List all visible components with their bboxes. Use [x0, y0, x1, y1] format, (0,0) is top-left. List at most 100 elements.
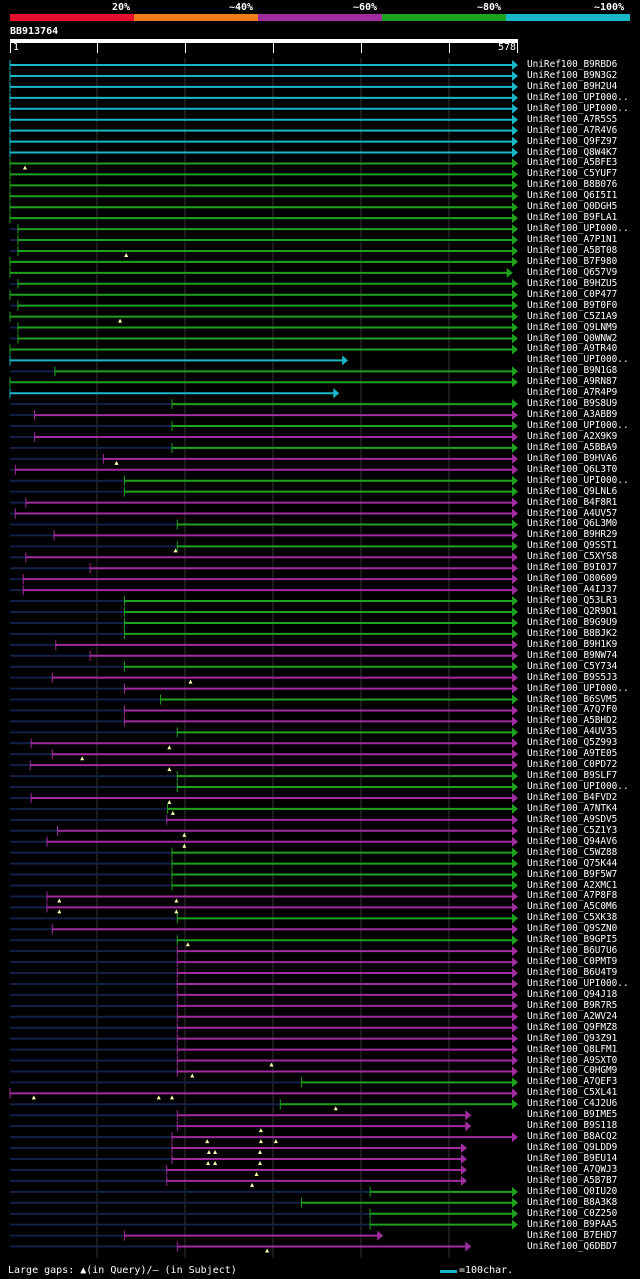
hit-row[interactable]	[9, 169, 518, 180]
hit-row[interactable]	[9, 256, 518, 267]
hit-label[interactable]: UniRef100_Q94J18	[527, 988, 618, 1000]
hit-row[interactable]	[10, 464, 518, 475]
hit-label[interactable]: UniRef100_A7NTK4	[527, 802, 618, 814]
hit-row[interactable]	[9, 158, 518, 170]
hit-label[interactable]: UniRef100_A9SDV5	[527, 813, 618, 825]
hit-label[interactable]: UniRef100_O80609	[527, 573, 618, 585]
hit-label[interactable]: UniRef100_B4FVD2	[527, 791, 618, 803]
hit-label[interactable]: UniRef100_A2X9K9	[527, 430, 618, 442]
hit-label[interactable]: UniRef100_B9I0J7	[527, 562, 618, 574]
hit-label[interactable]: UniRef100_UPI000..	[527, 682, 629, 694]
hit-label[interactable]: UniRef100_B9N1G8	[527, 365, 618, 377]
hit-label[interactable]: UniRef100_B9IME5	[527, 1109, 618, 1121]
hit-row[interactable]	[10, 486, 518, 497]
hit-row[interactable]	[10, 803, 518, 815]
hit-label[interactable]: UniRef100_B9FLA1	[527, 212, 618, 224]
hit-row[interactable]	[10, 683, 518, 694]
hit-row[interactable]	[10, 1011, 518, 1022]
hit-label[interactable]: UniRef100_A9TE05	[527, 748, 618, 760]
hit-label[interactable]: UniRef100_B4F8R1	[527, 496, 618, 508]
hit-row[interactable]	[9, 213, 518, 224]
hit-label[interactable]: UniRef100_Q8LFM1	[527, 1043, 618, 1055]
hit-row[interactable]	[10, 639, 518, 650]
hit-label[interactable]: UniRef100_Q2R9D1	[527, 606, 618, 617]
hit-label[interactable]: UniRef100_B8B076	[527, 179, 618, 191]
hit-row[interactable]	[10, 1000, 518, 1011]
hit-row[interactable]	[10, 957, 518, 968]
hit-row[interactable]	[9, 289, 518, 300]
hit-row[interactable]	[10, 235, 518, 246]
hit-row[interactable]	[10, 366, 518, 377]
hit-label[interactable]: UniRef100_B6SVM5	[527, 693, 618, 705]
hit-row[interactable]	[10, 924, 518, 935]
hit-row[interactable]	[10, 245, 518, 257]
hit-label[interactable]: UniRef100_Q94AV6	[527, 835, 618, 847]
hit-row[interactable]	[9, 388, 340, 399]
hit-label[interactable]: UniRef100_A7Q7F0	[527, 704, 618, 716]
hit-row[interactable]	[10, 705, 518, 716]
hit-row[interactable]	[9, 81, 518, 92]
hit-label[interactable]: UniRef100_A5BBA9	[527, 441, 618, 453]
hit-row[interactable]	[9, 114, 518, 125]
hit-label[interactable]: UniRef100_A9SXT0	[527, 1054, 618, 1066]
hit-label[interactable]: UniRef100_A3ABB9	[527, 409, 618, 421]
hit-row[interactable]	[10, 836, 518, 848]
hit-label[interactable]: UniRef100_Q9SZN0	[527, 923, 618, 935]
hit-label[interactable]: UniRef100_Q9LNL6	[527, 485, 618, 497]
hit-label[interactable]: UniRef100_Q0IU20	[527, 1185, 618, 1197]
hit-row[interactable]	[10, 1099, 518, 1111]
hit-row[interactable]	[9, 377, 518, 388]
hit-label[interactable]: UniRef100_A5BFE3	[527, 157, 618, 169]
hit-label[interactable]: UniRef100_A4UV35	[527, 726, 618, 738]
hit-row[interactable]	[10, 617, 518, 628]
hit-row[interactable]	[10, 628, 518, 639]
hit-row[interactable]	[9, 1088, 518, 1100]
hit-label[interactable]: UniRef100_B9S8U9	[527, 398, 618, 410]
hit-row[interactable]	[10, 716, 518, 727]
hit-row[interactable]	[10, 1110, 472, 1121]
hit-label[interactable]: UniRef100_A7R4P9	[527, 387, 618, 399]
hit-label[interactable]: UniRef100_Q53LR3	[527, 595, 618, 607]
hit-row[interactable]	[10, 902, 518, 914]
hit-label[interactable]: UniRef100_B9H2U4	[527, 80, 618, 92]
hit-label[interactable]: UniRef100_Q0DGH5	[527, 201, 618, 213]
hit-label[interactable]: UniRef100_Q8W4K7	[527, 146, 618, 158]
hit-row[interactable]	[10, 694, 518, 705]
hit-row[interactable]	[10, 563, 518, 574]
hit-row[interactable]	[10, 782, 518, 793]
hit-row[interactable]	[10, 858, 518, 869]
hit-label[interactable]: UniRef100_Q9FMZ8	[527, 1021, 618, 1033]
hit-label[interactable]: UniRef100_B9RBD6	[527, 59, 618, 70]
hit-row[interactable]	[9, 136, 518, 147]
hit-label[interactable]: UniRef100_C5Z1A9	[527, 310, 618, 322]
hit-label[interactable]: UniRef100_A7P1N1	[527, 234, 618, 246]
hit-row[interactable]	[10, 814, 518, 825]
hit-label[interactable]: UniRef100_C5XYS8	[527, 551, 618, 563]
hit-label[interactable]: UniRef100_B9HZU5	[527, 277, 618, 289]
hit-row[interactable]	[10, 1066, 518, 1078]
hit-row[interactable]	[10, 1055, 518, 1067]
hit-label[interactable]: UniRef100_B9S118	[527, 1120, 618, 1132]
hit-label[interactable]: UniRef100_A7R4V6	[527, 124, 618, 136]
hit-row[interactable]	[10, 869, 518, 880]
hit-row[interactable]	[10, 989, 518, 1000]
hit-row[interactable]	[10, 453, 518, 465]
hit-row[interactable]	[10, 421, 518, 432]
hit-label[interactable]: UniRef100_B7EHD7	[527, 1229, 618, 1241]
hit-row[interactable]	[10, 661, 518, 672]
hit-row[interactable]	[10, 771, 518, 782]
hit-row[interactable]	[10, 749, 518, 761]
hit-row[interactable]	[9, 147, 518, 158]
hit-label[interactable]: UniRef100_B7F980	[527, 255, 618, 267]
hit-label[interactable]: UniRef100_B9S5J3	[527, 671, 618, 683]
hit-label[interactable]: UniRef100_B9GPI5	[527, 934, 618, 946]
hit-row[interactable]	[9, 311, 518, 323]
hit-label[interactable]: UniRef100_UPI000..	[527, 420, 629, 432]
hit-row[interactable]	[10, 442, 518, 453]
hit-row[interactable]	[9, 344, 518, 355]
hit-label[interactable]: UniRef100_B8BJK2	[527, 627, 618, 639]
hit-label[interactable]: UniRef100_B9F5W7	[527, 868, 618, 880]
hit-row[interactable]	[10, 596, 518, 607]
hit-label[interactable]: UniRef100_B9EU14	[527, 1153, 618, 1164]
hit-row[interactable]	[10, 792, 518, 804]
